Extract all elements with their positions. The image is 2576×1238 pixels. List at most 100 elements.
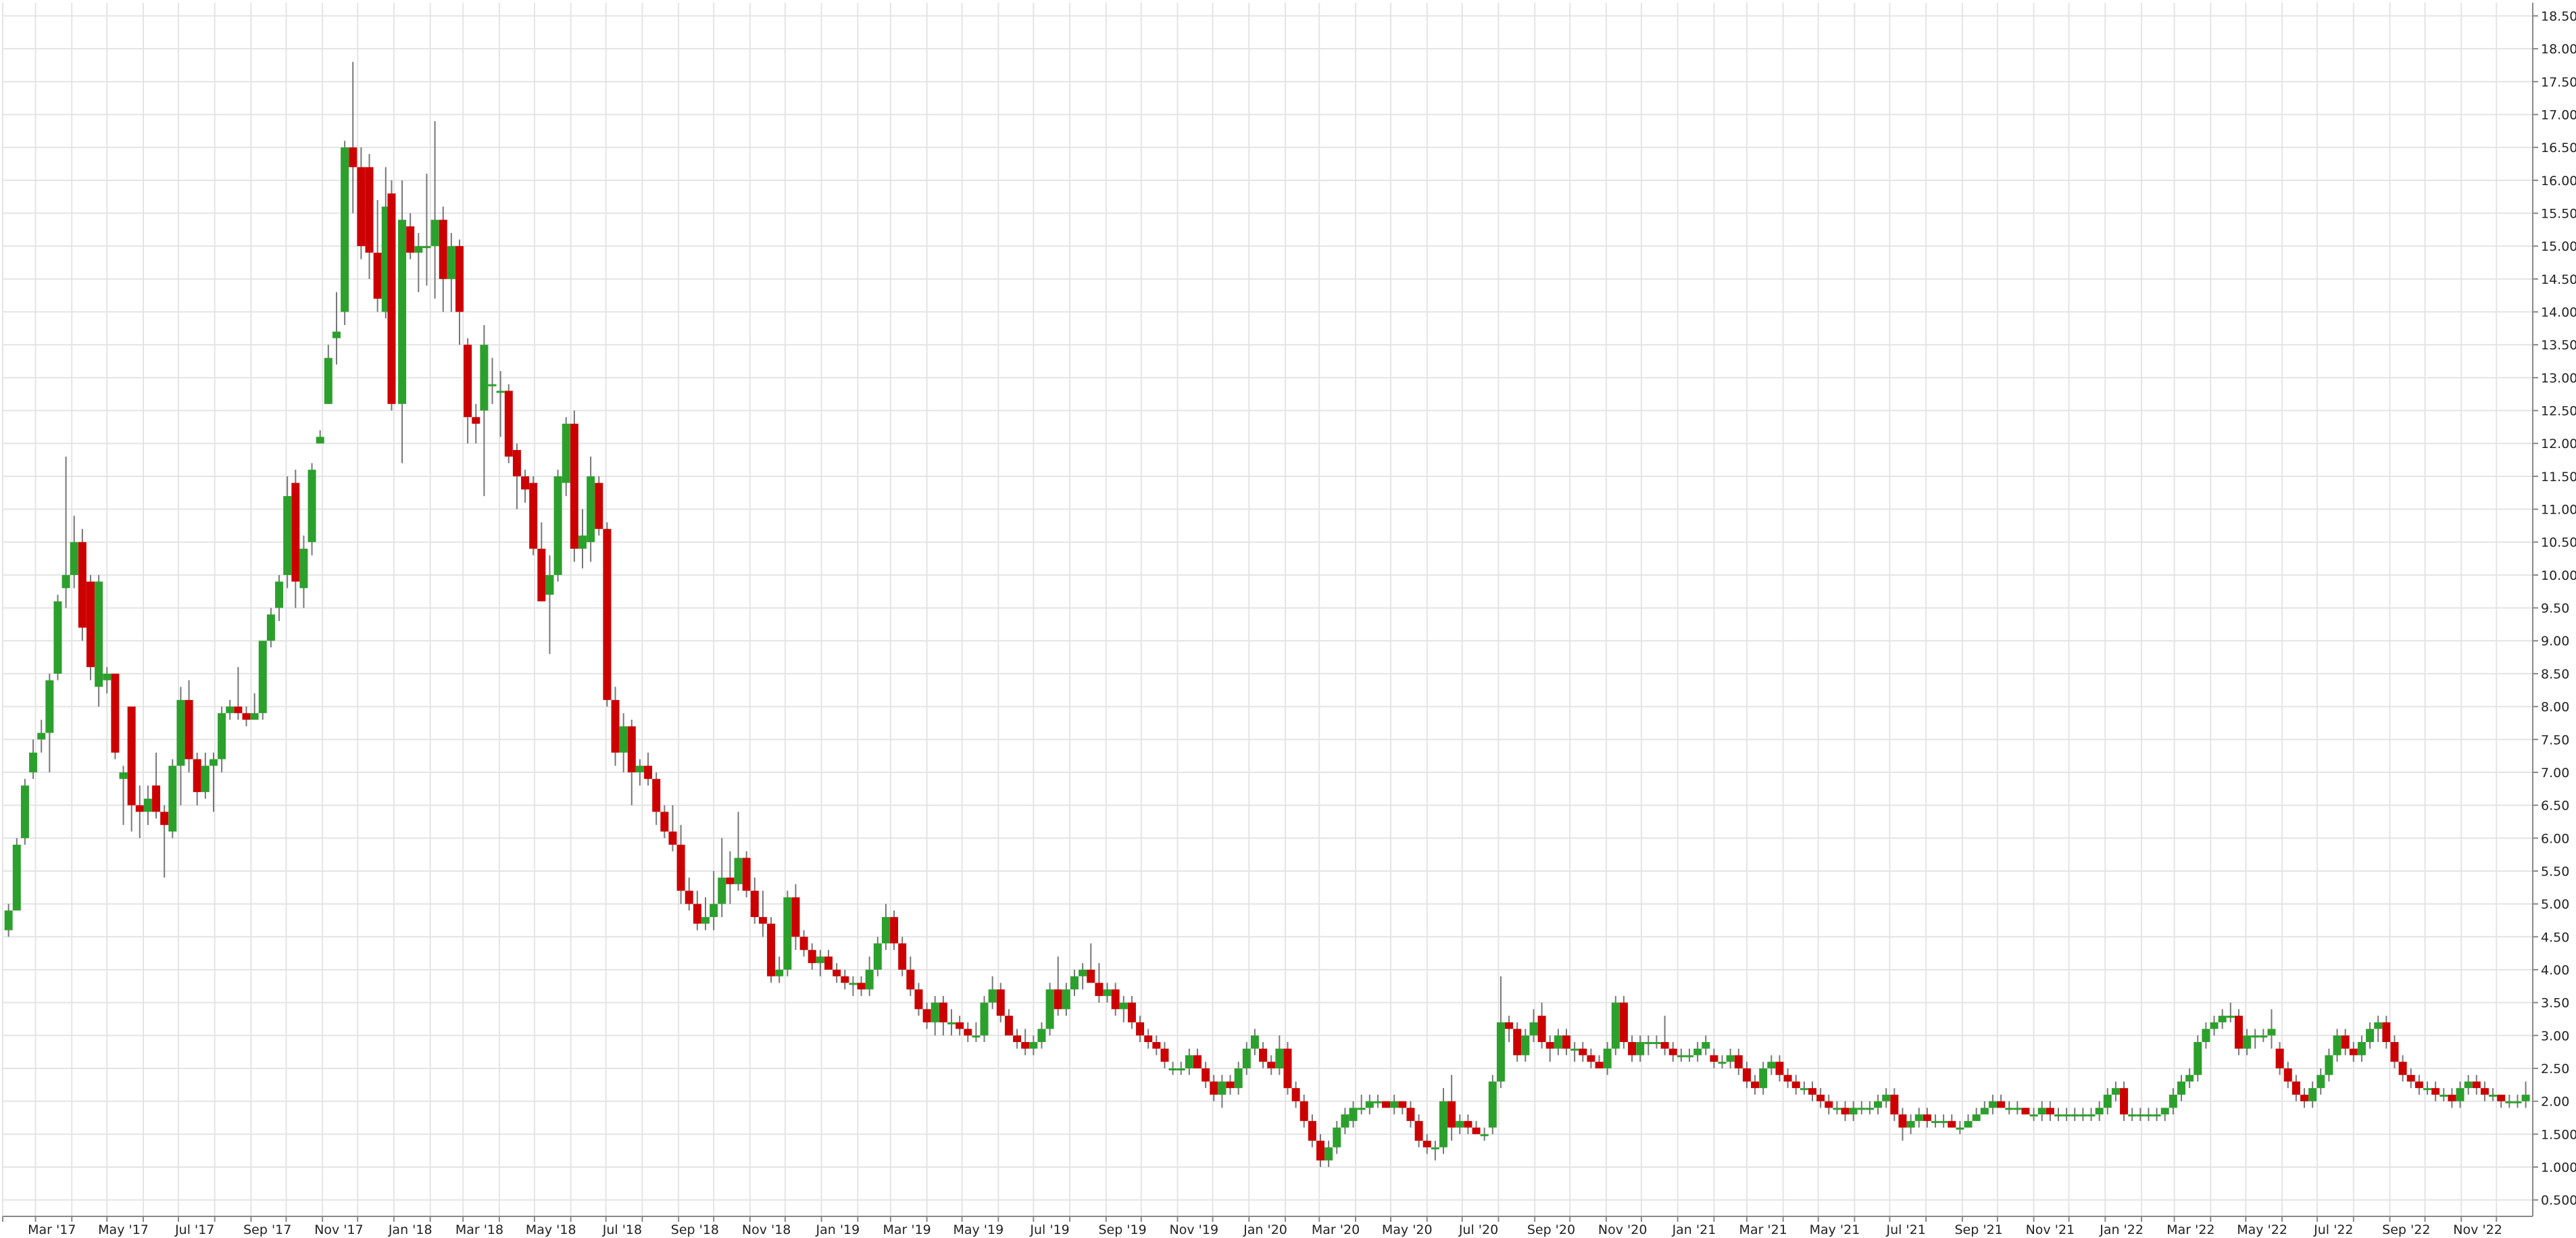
candle-body-up xyxy=(2136,1114,2145,1117)
candle-body-up xyxy=(1373,1101,1382,1104)
candle-body-down xyxy=(78,542,86,628)
candle-body-up xyxy=(430,220,439,247)
candle-body-up xyxy=(1431,1147,1439,1149)
candle-body-down xyxy=(1619,1002,1628,1043)
candle-body-up xyxy=(53,601,62,674)
candle-body-up xyxy=(1914,1114,1923,1121)
candle-body-up xyxy=(1218,1081,1227,1095)
candle-body-up xyxy=(1906,1120,1915,1128)
candle-body-down xyxy=(1808,1088,1816,1095)
candle-body-up xyxy=(1603,1048,1612,1068)
candle-body-up xyxy=(258,641,267,714)
candle-body-up xyxy=(2062,1114,2071,1117)
candle-body-down xyxy=(660,812,669,832)
candle-body-down xyxy=(750,891,759,918)
candle-body-up xyxy=(283,496,292,575)
candle-body-down xyxy=(693,903,701,924)
candle-body-down xyxy=(652,778,661,812)
x-tick-label: Jul '18 xyxy=(602,1222,642,1237)
candle-body-up xyxy=(2177,1081,2185,1095)
x-tick-label: Jan '20 xyxy=(1243,1222,1287,1237)
candle-body-up xyxy=(562,424,570,483)
candle-body-down xyxy=(1751,1081,1760,1089)
candle-body-down xyxy=(603,528,612,700)
candle-body-up xyxy=(2218,1016,2227,1022)
candle-body-up xyxy=(12,845,21,911)
candle-body-up xyxy=(1029,1042,1038,1049)
candle-body-up xyxy=(226,706,234,714)
candle-body-up xyxy=(1496,1022,1505,1082)
candle-body-down xyxy=(2021,1108,2030,1115)
candle-body-down xyxy=(1406,1108,1415,1121)
candle-body-down xyxy=(1505,1022,1514,1029)
x-tick-label: Sep '20 xyxy=(1527,1222,1575,1237)
candle-body-down xyxy=(611,699,620,753)
candle-body-down xyxy=(1382,1101,1391,1108)
candle-body-up xyxy=(849,983,858,985)
y-tick-label: 9.00 xyxy=(2541,634,2569,649)
candle-body-up xyxy=(2308,1088,2317,1101)
y-tick-label: 16.00 xyxy=(2541,174,2576,189)
candle-body-down xyxy=(2382,1022,2391,1043)
candle-body-up xyxy=(45,680,54,733)
candle-body-up xyxy=(324,357,332,404)
candle-body-down xyxy=(1447,1101,1456,1128)
y-tick-label: 10.00 xyxy=(2541,568,2576,583)
candle-body-down xyxy=(2497,1094,2506,1101)
candle-body-up xyxy=(1521,1035,1530,1056)
candle-body-up xyxy=(1800,1088,1808,1091)
candle-body-down xyxy=(2234,1016,2243,1049)
y-tick-label: 8.50 xyxy=(2541,667,2569,682)
candle-body-up xyxy=(1956,1127,1964,1130)
y-tick-label: 2.00 xyxy=(2541,1095,2569,1110)
candle-body-up xyxy=(2103,1094,2112,1108)
candle-body-down xyxy=(2046,1108,2054,1115)
x-tick-label: Mar '17 xyxy=(28,1222,76,1237)
candle-body-up xyxy=(1275,1048,1284,1068)
y-tick-label: 18.00 xyxy=(2541,42,2576,57)
x-tick-label: Nov '17 xyxy=(314,1222,364,1237)
candle-body-up xyxy=(37,733,46,740)
candle-body-up xyxy=(1759,1068,1768,1089)
candle-body-down xyxy=(956,1022,964,1029)
candle-body-down xyxy=(1579,1048,1587,1056)
candle-body-down xyxy=(1734,1055,1743,1068)
candle-body-down xyxy=(1948,1120,1956,1128)
x-tick-label: Jul '22 xyxy=(2313,1222,2353,1237)
candle-body-down xyxy=(1816,1094,1825,1101)
candle-body-up xyxy=(2087,1114,2096,1117)
candle-body-down xyxy=(193,759,201,793)
x-tick-label: Sep '19 xyxy=(1098,1222,1146,1237)
candle-body-down xyxy=(906,969,915,990)
x-tick-label: May '19 xyxy=(953,1222,1004,1237)
y-tick-label: 1.500 xyxy=(2541,1127,2576,1142)
y-tick-label: 17.00 xyxy=(2541,107,2576,122)
candle-body-down xyxy=(1668,1048,1677,1056)
candle-body-up xyxy=(980,1002,989,1036)
candle-body-down xyxy=(1898,1114,1907,1128)
x-tick-label: Sep '18 xyxy=(671,1222,719,1237)
candle-body-down xyxy=(2292,1081,2300,1095)
candle-body-up xyxy=(70,542,78,575)
candle-body-up xyxy=(1062,989,1070,1010)
candle-body-down xyxy=(111,673,120,753)
y-tick-label: 13.00 xyxy=(2541,371,2576,386)
x-tick-label: Mar '21 xyxy=(1739,1222,1787,1237)
candle-body-up xyxy=(1242,1048,1251,1068)
candle-body-up xyxy=(881,917,890,944)
candle-body-up xyxy=(209,759,218,766)
candle-body-up xyxy=(1931,1120,1939,1123)
candle-body-down xyxy=(529,482,538,549)
x-tick-label: May '22 xyxy=(2237,1222,2287,1237)
candle-body-down xyxy=(2390,1042,2399,1062)
y-tick-label: 14.00 xyxy=(2541,305,2576,320)
candle-body-up xyxy=(1611,1002,1620,1049)
candle-body-up xyxy=(1554,1035,1562,1049)
candle-body-down xyxy=(914,989,923,1010)
y-tick-label: 13.50 xyxy=(2541,338,2576,353)
candle-body-down xyxy=(373,252,382,299)
candle-body-down xyxy=(1160,1048,1169,1062)
candle-body-up xyxy=(2144,1114,2153,1117)
candle-body-down xyxy=(1259,1048,1268,1062)
